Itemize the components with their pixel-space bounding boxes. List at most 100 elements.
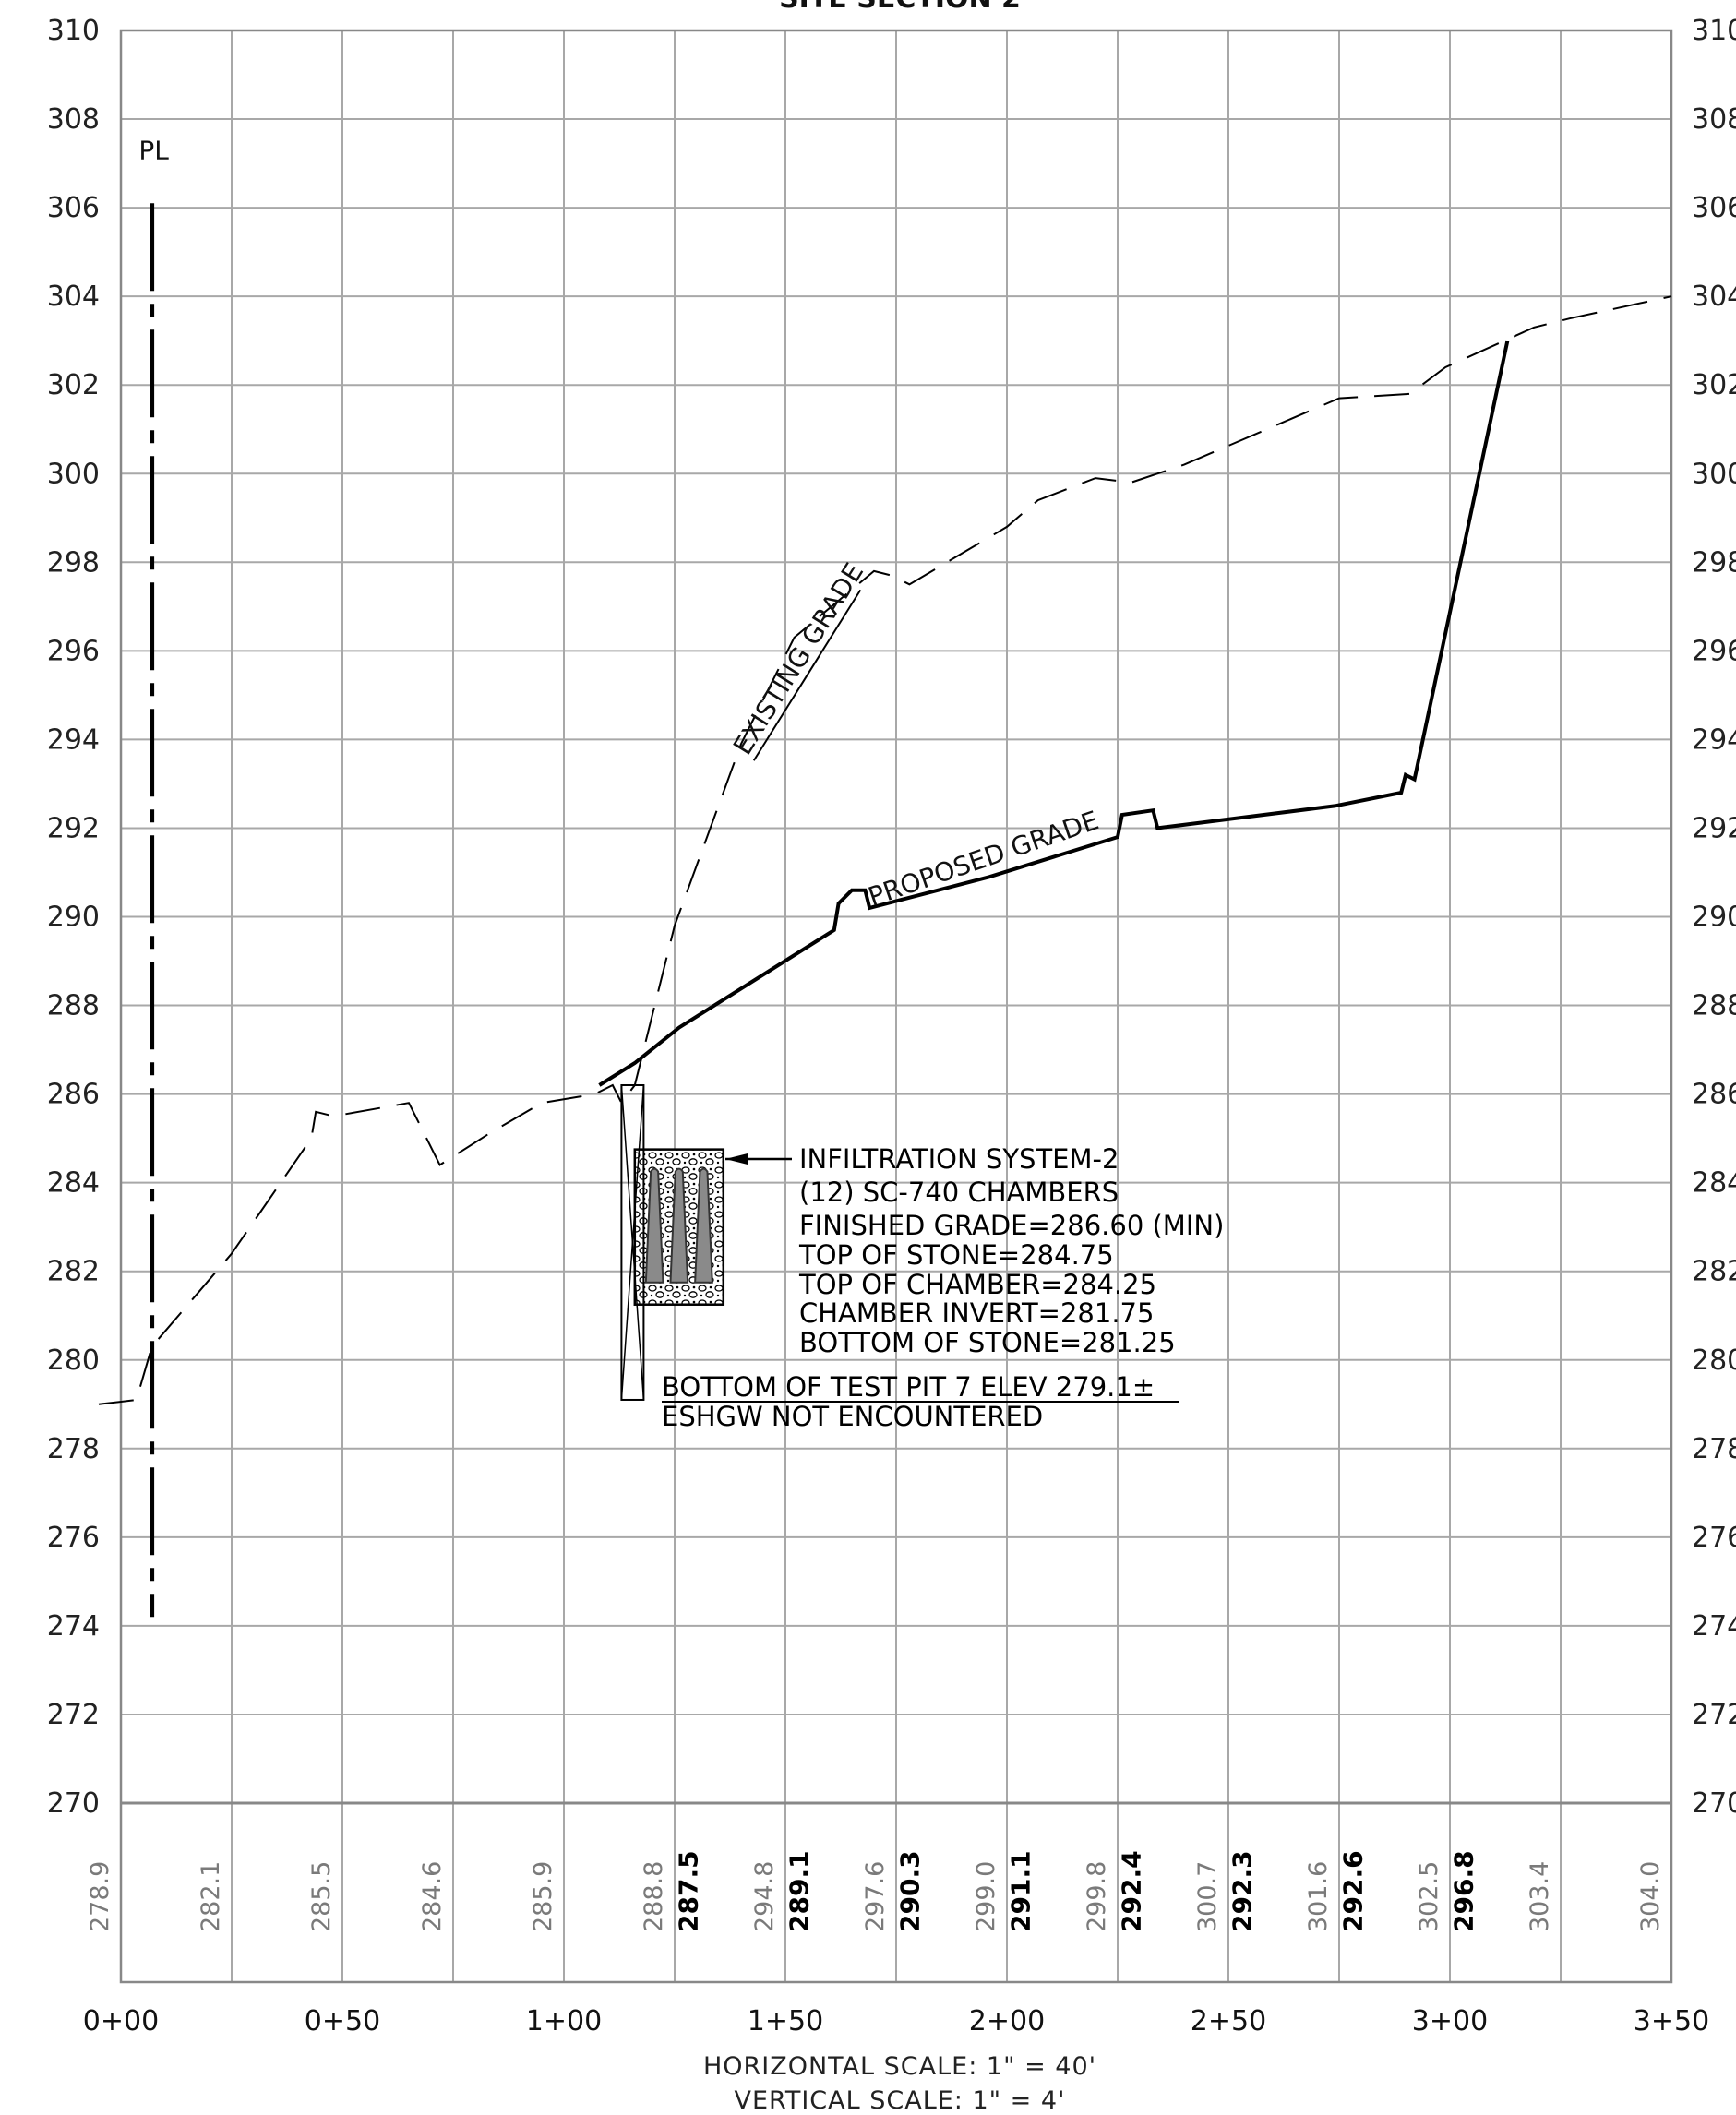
y-tick-label-right: 294 (1692, 723, 1736, 756)
existing-elevation-label: 299.8 (1083, 1861, 1111, 1932)
y-tick-label-right: 306 (1692, 192, 1736, 224)
existing-elevation-label: 278.9 (86, 1861, 114, 1932)
existing-elevation-label: 288.8 (640, 1861, 668, 1932)
proposed-elevation-label: 287.5 (673, 1850, 703, 1932)
existing-elevation-label: 300.7 (1193, 1861, 1222, 1932)
proposed-grade-line (598, 340, 1510, 1087)
y-tick-label: 294 (47, 723, 100, 756)
y-tick-label: 300 (47, 458, 100, 490)
y-tick-label-right: 302 (1692, 369, 1736, 401)
y-tick-label: 290 (47, 902, 100, 934)
existing-grade-label: EXISTING GRADE (727, 557, 869, 761)
y-tick-label-right: 272 (1692, 1699, 1736, 1731)
y-tick-label: 286 (47, 1079, 100, 1111)
y-tick-label-right: 300 (1692, 458, 1736, 490)
existing-grade-text: EXISTING GRADE (727, 557, 869, 760)
existing-elevation-label: 299.0 (972, 1861, 1000, 1932)
y-tick-label: 298 (47, 546, 100, 579)
existing-elevation-label: 285.9 (529, 1861, 557, 1932)
test-pit-mark (620, 1084, 645, 1401)
existing-elevation-label: 304.0 (1636, 1861, 1665, 1932)
existing-elevation-label: 284.6 (418, 1861, 447, 1932)
note-line: CHAMBER INVERT=281.75 (799, 1297, 1154, 1329)
y-tick-label: 306 (47, 192, 100, 224)
y-tick-label-right: 310 (1692, 15, 1736, 47)
x-tick-label: 3+50 (1634, 2005, 1709, 2037)
y-tick-label: 302 (47, 369, 100, 401)
note-line: (12) SC-740 CHAMBERS (799, 1177, 1119, 1208)
x-tick-label: 1+50 (748, 2005, 823, 2037)
y-tick-label-right: 274 (1692, 1610, 1736, 1643)
y-tick-label: 274 (47, 1610, 100, 1643)
y-tick-label-right: 286 (1692, 1079, 1736, 1111)
x-tick-label: 3+00 (1412, 2005, 1488, 2037)
note-line: TOP OF STONE=284.75 (798, 1239, 1114, 1271)
y-tick-label-right: 284 (1692, 1167, 1736, 1200)
existing-elevation-label: 297.6 (861, 1861, 890, 1932)
test-pit-note: BOTTOM OF TEST PIT 7 ELEV 279.1± ESHGW N… (662, 1371, 1179, 1432)
y-tick-label: 296 (47, 635, 100, 667)
y-tick-label: 284 (47, 1167, 100, 1200)
x-tick-label: 2+00 (969, 2005, 1045, 2037)
y-tick-label: 282 (47, 1256, 100, 1288)
y-tick-label: 280 (47, 1344, 100, 1377)
chamber (694, 1167, 713, 1284)
proposed-elevation-label: 290.3 (894, 1850, 925, 1932)
y-tick-label: 278 (47, 1433, 100, 1465)
y-tick-label-right: 292 (1692, 812, 1736, 844)
y-tick-label: 276 (47, 1522, 100, 1554)
note-line: FINISHED GRADE=286.60 (MIN) (799, 1210, 1224, 1241)
x-tick-label: 0+00 (83, 2005, 159, 2037)
chambers (644, 1167, 713, 1284)
x-tick-label: 2+50 (1191, 2005, 1266, 2037)
infiltration-system (633, 1148, 725, 1306)
grid (120, 30, 1672, 1982)
proposed-elevation-label: 292.4 (1116, 1850, 1146, 1932)
proposed-elevation-label: 289.1 (784, 1850, 814, 1932)
y-tick-label-right: 282 (1692, 1256, 1736, 1288)
y-axis-right: 310 308 306 304 302 300 298 296 294 292 290 288 286 2… (1692, 15, 1736, 1820)
proposed-elevation-label: 296.8 (1448, 1850, 1479, 1932)
y-tick-label-right: 304 (1692, 281, 1736, 313)
chamber (644, 1167, 664, 1284)
y-tick-label: 308 (47, 103, 100, 136)
y-tick-label-right: 270 (1692, 1787, 1736, 1820)
y-tick-label: 310 (47, 15, 100, 47)
x-axis: 0+00 0+50 1+00 1+50 2+00 2+50 3+00 3+50 (83, 2005, 1709, 2037)
y-tick-label: 304 (47, 281, 100, 313)
note-line: INFILTRATION SYSTEM-2 (799, 1143, 1119, 1175)
vertical-scale: VERTICAL SCALE: 1" = 4' (735, 2086, 1066, 2115)
infiltration-note: INFILTRATION SYSTEM-2 (12) SC-740 CHAMBE… (798, 1143, 1224, 1358)
proposed-elevation-label: 292.3 (1227, 1850, 1257, 1932)
property-line-label: PL (138, 135, 169, 165)
y-tick-label: 270 (47, 1787, 100, 1820)
plot-frame (119, 29, 1673, 1984)
proposed-grade-label: PROPOSED GRADE (865, 805, 1103, 912)
proposed-elevation-label: 292.6 (1337, 1850, 1368, 1932)
y-tick-label-right: 276 (1692, 1522, 1736, 1554)
y-tick-label-right: 278 (1692, 1433, 1736, 1465)
y-tick-label-right: 308 (1692, 103, 1736, 136)
note-line: BOTTOM OF STONE=281.25 (799, 1327, 1176, 1358)
section-title: SITE SECTION 2 (779, 0, 1021, 15)
existing-elevation-label: 301.6 (1304, 1861, 1333, 1932)
note-line: TOP OF CHAMBER=284.25 (798, 1269, 1156, 1300)
existing-grade-line (98, 295, 1672, 1405)
y-tick-label: 288 (47, 990, 100, 1022)
proposed-elevation-label: 291.1 (1005, 1850, 1036, 1932)
y-tick-label-right: 288 (1692, 990, 1736, 1022)
test-pit-note-line: ESHGW NOT ENCOUNTERED (662, 1401, 1043, 1432)
y-tick-label-right: 280 (1692, 1344, 1736, 1377)
horizontal-scale: HORIZONTAL SCALE: 1" = 40' (703, 2052, 1096, 2081)
existing-elevation-label: 285.5 (307, 1861, 336, 1932)
test-pit (620, 1083, 645, 1401)
y-tick-label: 292 (47, 812, 100, 844)
y-tick-label-right: 290 (1692, 902, 1736, 934)
existing-elevation-label: 282.1 (197, 1861, 225, 1932)
y-tick-label-right: 296 (1692, 635, 1736, 667)
proposed-grade-text: PROPOSED GRADE (865, 805, 1103, 912)
existing-elevation-label: 302.5 (1415, 1861, 1443, 1932)
existing-elevation-label: 294.8 (750, 1861, 779, 1932)
chamber (669, 1167, 689, 1284)
